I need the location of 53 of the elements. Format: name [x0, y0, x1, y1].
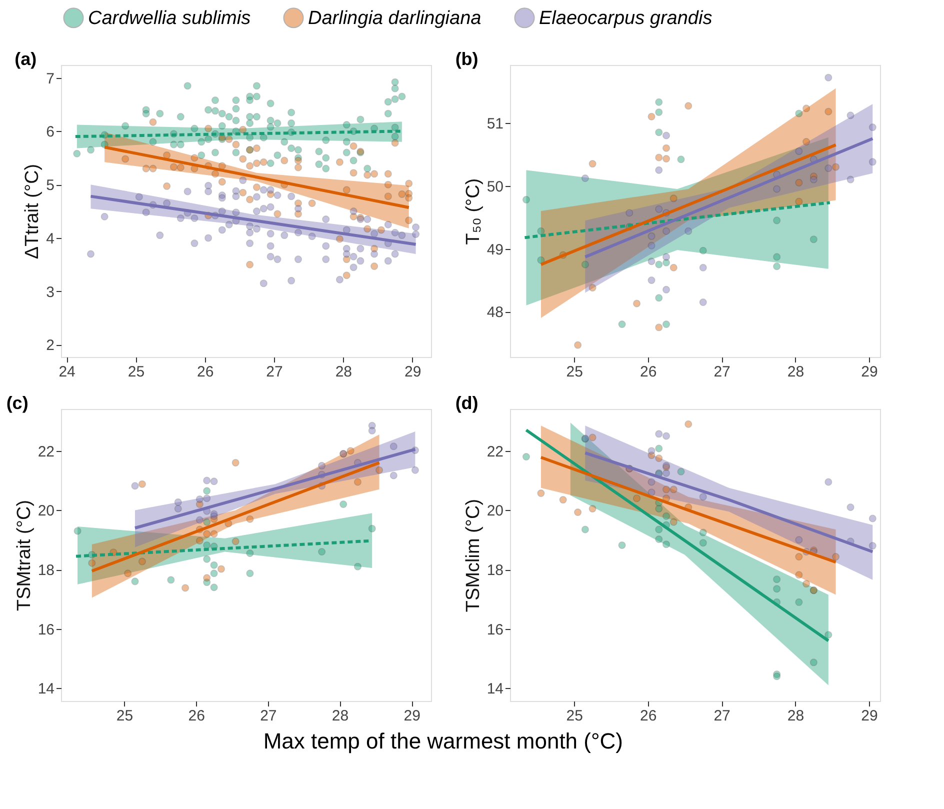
- x-tick-label: 27: [260, 708, 277, 724]
- chart-title: (c): [6, 393, 28, 413]
- x-tick-label: 29: [404, 708, 420, 724]
- y-tick-label: 14: [486, 680, 504, 698]
- y-tick-label: 48: [486, 304, 504, 322]
- y-tick-label: 16: [38, 621, 54, 638]
- x-tick-label: 27: [714, 364, 730, 380]
- y-axis-title: TSMclim (°C): [462, 498, 484, 612]
- y-tick-label: 5: [46, 177, 54, 194]
- y-axis-title: T₅₀ (°C): [462, 178, 484, 245]
- y-axis-title: ΔTtrait (°C): [22, 164, 44, 260]
- x-tick-label: 25: [128, 364, 145, 380]
- y-tick-label: 2: [46, 337, 54, 354]
- legend-label: Darlingia darlingiana: [308, 8, 482, 29]
- x-tick-label: 25: [566, 708, 583, 724]
- y-tick-label: 18: [486, 562, 504, 580]
- chart-title: (d): [455, 393, 478, 413]
- x-tick-label: 26: [640, 364, 657, 380]
- x-tick-label: 26: [197, 364, 214, 380]
- y-tick-label: 7: [46, 70, 54, 88]
- x-tick-label: 29: [861, 364, 878, 380]
- x-tick-label: 26: [188, 708, 205, 724]
- y-tick-label: 3: [46, 284, 54, 301]
- y-tick-label: 20: [38, 502, 54, 520]
- chart-title: (a): [14, 49, 37, 69]
- x-tick-label: 27: [266, 364, 283, 380]
- y-tick-label: 20: [486, 502, 504, 520]
- y-tick-label: 22: [486, 443, 504, 460]
- x-tick-label: 28: [787, 364, 804, 380]
- x-tick-label: 29: [404, 364, 422, 380]
- x-tick-label: 25: [116, 708, 134, 724]
- y-tick-label: 51: [486, 115, 504, 132]
- x-tick-label: 28: [332, 708, 349, 724]
- x-tick-label: 28: [787, 708, 804, 724]
- x-tick-label: 29: [861, 708, 878, 724]
- x-tick-label: 27: [714, 708, 730, 724]
- legend-label: Elaeocarpus grandis: [539, 8, 713, 29]
- y-tick-label: 4: [46, 230, 54, 248]
- x-tick-label: 24: [58, 364, 76, 380]
- y-tick-label: 6: [46, 124, 54, 141]
- y-tick-label: 18: [38, 562, 54, 580]
- x-tick-label: 28: [335, 364, 352, 380]
- y-tick-label: 14: [38, 680, 54, 698]
- x-tick-label: 26: [640, 708, 657, 724]
- y-axis-title: TSMtrait (°C): [14, 500, 35, 612]
- y-tick-label: 50: [486, 178, 504, 196]
- x-tick-label: 25: [566, 364, 583, 380]
- chart-title: (b): [455, 49, 478, 69]
- legend-label: Cardwellia sublimis: [88, 8, 252, 29]
- y-tick-label: 49: [486, 241, 504, 258]
- y-tick-label: 16: [486, 621, 504, 638]
- y-tick-label: 22: [38, 443, 54, 460]
- x-axis-title: Max temp of the warmest month (°C): [263, 728, 623, 754]
